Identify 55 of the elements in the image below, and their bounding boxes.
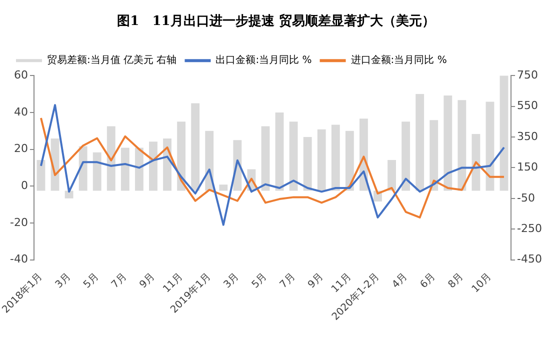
bar bbox=[92, 152, 102, 191]
bar bbox=[444, 96, 452, 191]
y-tick-label: 0 bbox=[20, 178, 28, 192]
x-tick-label: 9月 bbox=[138, 271, 158, 291]
bar bbox=[120, 148, 130, 191]
y2-tick-label: 350 bbox=[517, 130, 538, 143]
bar bbox=[219, 184, 228, 191]
x-tick-label: 11月 bbox=[161, 271, 186, 296]
bar bbox=[261, 126, 270, 191]
bar bbox=[106, 126, 116, 191]
bar bbox=[289, 122, 298, 191]
bar bbox=[317, 129, 326, 191]
legend-label: 贸易差额:当月值 亿美元 右轴 bbox=[47, 54, 177, 66]
x-tick-label: 7月 bbox=[110, 271, 130, 291]
x-tick-label: 7月 bbox=[278, 271, 298, 291]
x-tick-label: 5月 bbox=[82, 271, 102, 291]
x-tick-label: 4月 bbox=[390, 271, 410, 291]
y-tick-label: 20 bbox=[14, 142, 28, 156]
y2-tick-label: 150 bbox=[517, 160, 538, 174]
bar bbox=[472, 134, 480, 191]
bar bbox=[36, 160, 46, 191]
bar bbox=[331, 124, 340, 191]
legend-label: 进口金额:当月同比 % bbox=[350, 54, 447, 66]
y2-tick-label: -50 bbox=[517, 191, 536, 204]
bar bbox=[303, 137, 312, 191]
y-tick-label: 60 bbox=[14, 68, 28, 82]
x-tick-label: 5月 bbox=[250, 271, 270, 291]
bar bbox=[416, 94, 424, 191]
bar bbox=[64, 190, 74, 198]
bar bbox=[134, 148, 144, 191]
x-tick-label: 6月 bbox=[418, 271, 438, 291]
bar bbox=[191, 103, 200, 191]
x-tick-label: 3月 bbox=[54, 271, 73, 291]
bar bbox=[177, 122, 186, 191]
bar bbox=[430, 120, 438, 191]
y2-tick-label: -450 bbox=[517, 252, 542, 266]
y2-tick-label: -250 bbox=[517, 222, 542, 235]
bar bbox=[149, 142, 158, 191]
x-tick-label: 3月 bbox=[222, 271, 242, 291]
bar bbox=[500, 76, 508, 191]
bar bbox=[458, 100, 466, 191]
y2-tick-label: 750 bbox=[517, 68, 538, 82]
chart-title: 图1 11月出口进一步提速 贸易顺差显著扩大（美元） bbox=[117, 13, 435, 30]
bar bbox=[345, 130, 354, 191]
legend-label: 出口金额:当月同比 % bbox=[216, 54, 312, 66]
y-tick-label: 40 bbox=[14, 105, 28, 118]
bar bbox=[275, 112, 284, 191]
x-tick-label: 10月 bbox=[470, 271, 494, 296]
y-tick-label: -40 bbox=[10, 252, 28, 266]
y2-tick-label: 550 bbox=[517, 99, 538, 112]
x-tick-label: 8月 bbox=[446, 271, 466, 291]
x-tick-label: 9月 bbox=[306, 271, 326, 291]
bar bbox=[402, 122, 410, 191]
y-tick-label: -20 bbox=[10, 216, 28, 229]
bar bbox=[388, 160, 396, 191]
